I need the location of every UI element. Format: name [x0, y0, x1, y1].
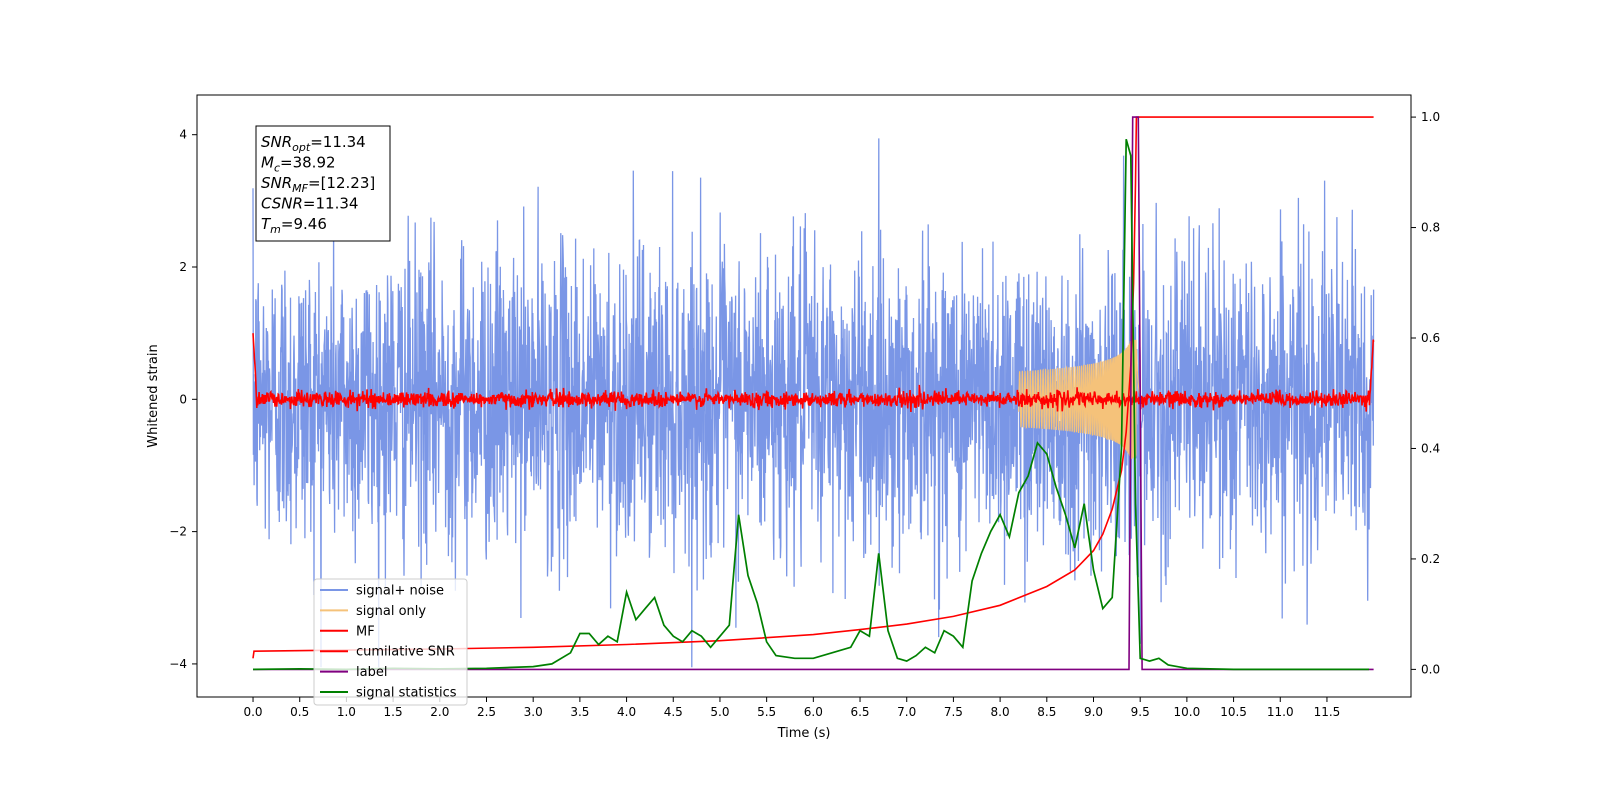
x-tick-label: 5.5 — [757, 705, 776, 719]
signal-statistics-line — [252, 138, 1369, 671]
x-tick-label: 6.0 — [804, 705, 823, 719]
x-tick-label: 9.0 — [1084, 705, 1103, 719]
annotation-line: SNRopt=11.34 — [261, 133, 366, 154]
y-left-tick-label: 4 — [179, 128, 187, 142]
x-tick-label: 3.5 — [570, 705, 589, 719]
cumulative-snr-line — [252, 116, 1374, 659]
x-axis: 0.0 0.5 1.0 1.5 2.0 2.5 3.0 3.5 4.0 4.5 5.0 5.5 6.0 6… — [243, 697, 1340, 719]
x-tick-label: 2.0 — [430, 705, 449, 719]
x-tick-label: 4.0 — [617, 705, 636, 719]
annotation-line: Mc=38.92 — [261, 154, 336, 175]
label-line — [253, 116, 1374, 671]
legend: signal+ noise signal only MF cumilative SNR… — [313, 578, 468, 706]
y-axis-label: Whitened strain — [146, 344, 161, 447]
series-cumulative-snr — [252, 116, 1374, 659]
x-tick-label: 2.5 — [477, 705, 496, 719]
y-right-tick-label: 0.6 — [1421, 331, 1440, 345]
x-tick-label: 0.0 — [243, 705, 262, 719]
x-tick-label: 1.0 — [337, 705, 356, 719]
x-tick-label: 3.0 — [524, 705, 543, 719]
x-tick-label: 10.5 — [1220, 705, 1247, 719]
annotation-line: SNRMF=[12.23] — [261, 174, 375, 195]
signal-noise-line — [252, 138, 1375, 668]
legend-label: signal only — [356, 604, 426, 619]
y-left-tick-label: 0 — [179, 392, 187, 406]
y-right-tick-label: 0.0 — [1421, 662, 1440, 676]
x-tick-label: 10.0 — [1174, 705, 1201, 719]
y-left-tick-label: −2 — [169, 525, 187, 539]
y-left-tick-label: 2 — [179, 260, 187, 274]
annotation-line: CSNR=11.34 — [261, 195, 358, 213]
y-right-tick-label: 1.0 — [1421, 110, 1440, 124]
y-right-tick-label: 0.4 — [1421, 441, 1440, 455]
x-tick-label: 8.5 — [1037, 705, 1056, 719]
y-right-tick-label: 0.8 — [1421, 221, 1440, 235]
annotation-line: Tm=9.46 — [261, 215, 327, 236]
x-tick-label: 11.0 — [1267, 705, 1294, 719]
x-axis-label: Time (s) — [777, 726, 831, 741]
x-tick-label: 5.0 — [710, 705, 729, 719]
x-tick-label: 7.5 — [944, 705, 963, 719]
series-mf — [252, 333, 1375, 413]
plot-area — [252, 116, 1375, 671]
x-tick-label: 9.5 — [1131, 705, 1150, 719]
x-tick-label: 1.5 — [384, 705, 403, 719]
legend-label: signal statistics — [356, 686, 457, 701]
series-signal-noise — [252, 138, 1375, 668]
y-axis-right: 0.0 0.2 0.4 0.6 0.8 1.0 — [1411, 110, 1440, 676]
legend-label: MF — [356, 624, 375, 639]
x-tick-label: 6.5 — [850, 705, 869, 719]
series-label — [253, 116, 1374, 671]
y-right-tick-label: 0.2 — [1421, 552, 1440, 566]
legend-label: signal+ noise — [356, 584, 444, 599]
x-tick-label: 4.5 — [664, 705, 683, 719]
legend-frame — [313, 578, 468, 706]
x-tick-label: 8.0 — [991, 705, 1010, 719]
legend-label: label — [356, 665, 387, 680]
y-axis-left: −4 −2 0 2 4 — [169, 128, 197, 671]
x-tick-label: 11.5 — [1314, 705, 1341, 719]
annotation-box: SNRopt=11.34Mc=38.92SNRMF=[12.23]CSNR=11… — [255, 125, 391, 242]
legend-label: cumilative SNR — [356, 645, 455, 660]
x-tick-label: 7.0 — [897, 705, 916, 719]
annotation-frame — [255, 125, 391, 242]
x-tick-label: 0.5 — [290, 705, 309, 719]
plot-frame — [196, 94, 1412, 698]
mf-line — [252, 333, 1375, 413]
y-left-tick-label: −4 — [169, 657, 187, 671]
series-signal-statistics — [252, 138, 1369, 671]
